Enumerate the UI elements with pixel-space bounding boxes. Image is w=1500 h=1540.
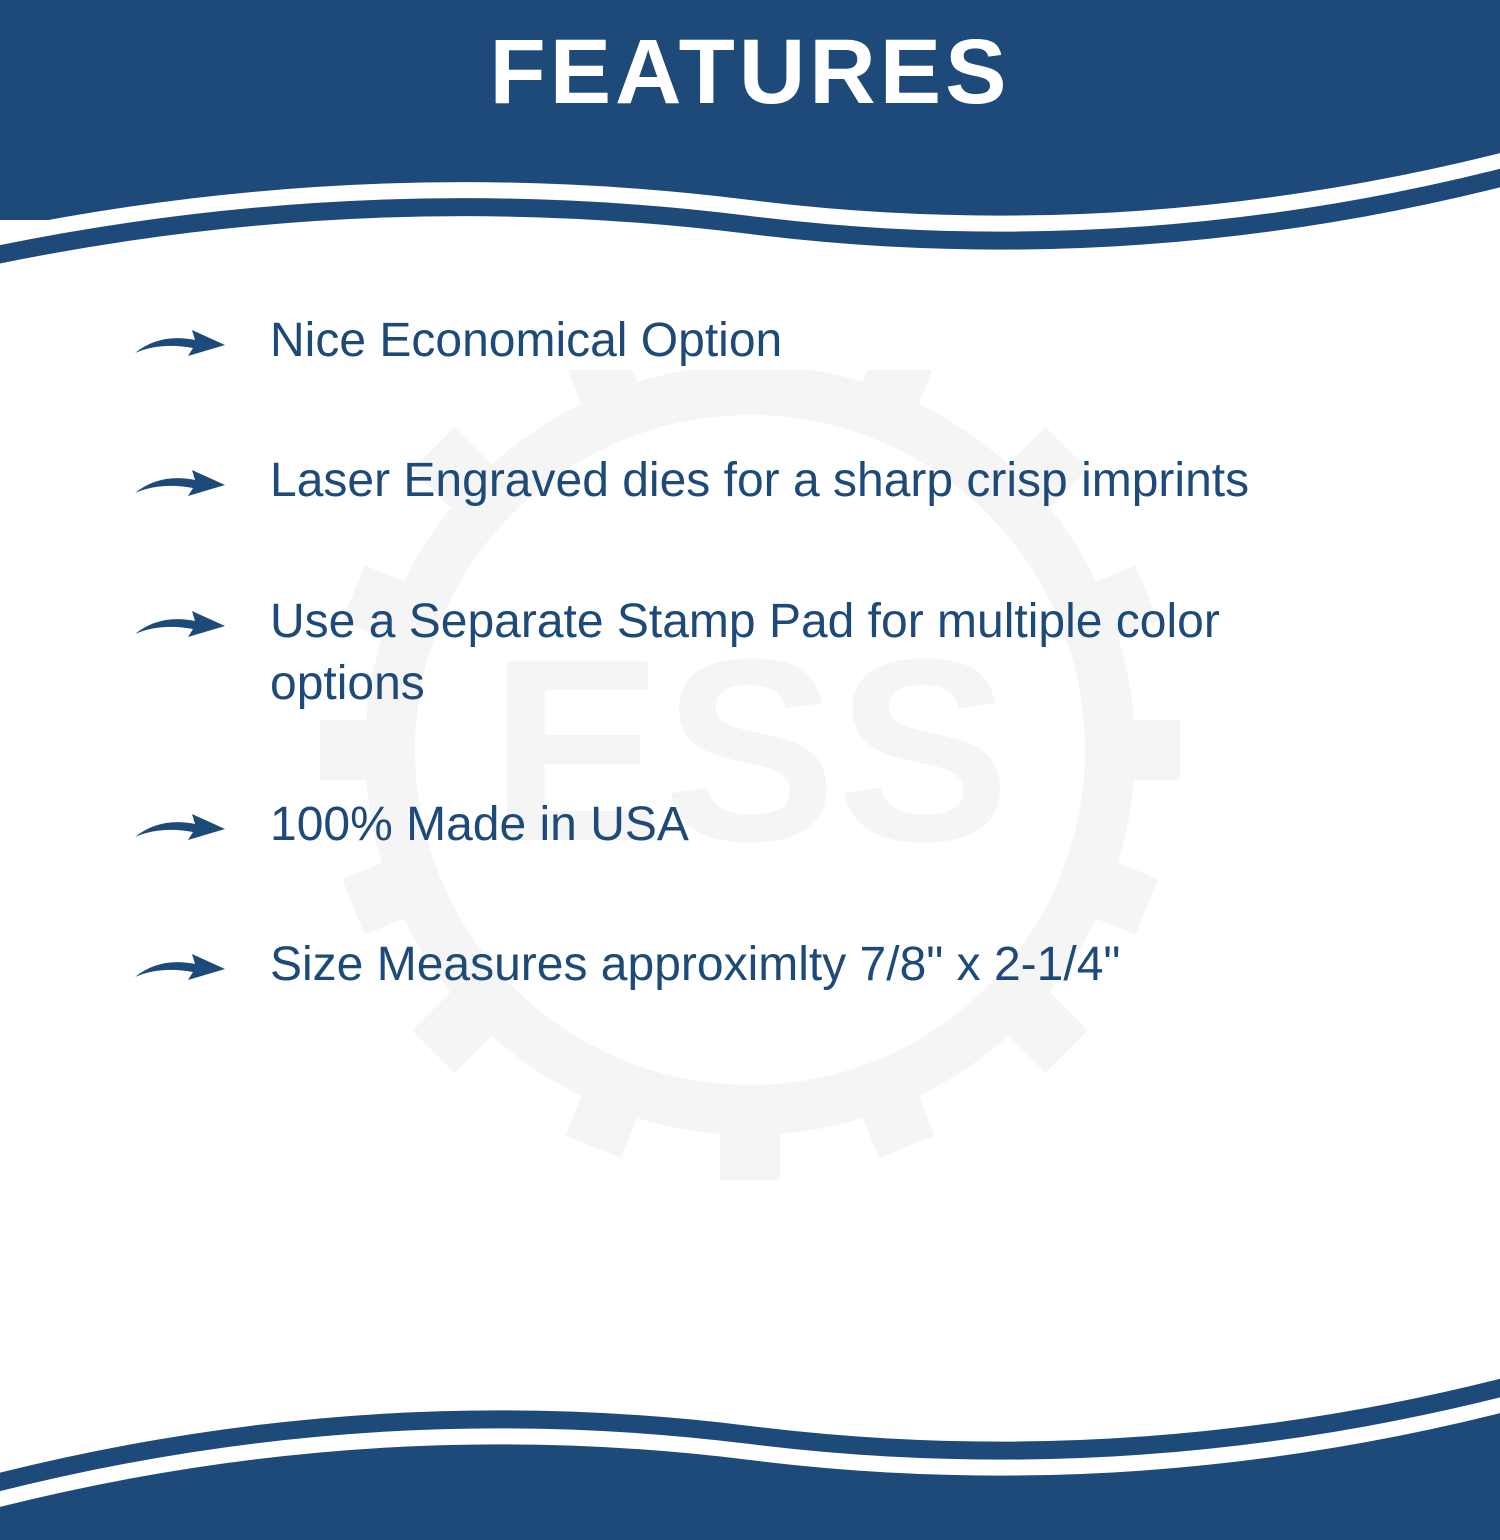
feature-item: Use a Separate Stamp Pad for multiple co… [130,591,1370,716]
arrow-icon [130,942,230,992]
features-list: Nice Economical Option Laser Engraved di… [130,310,1370,1074]
feature-text: Laser Engraved dies for a sharp crisp im… [270,450,1249,512]
feature-item: Laser Engraved dies for a sharp crisp im… [130,450,1370,512]
arrow-icon [130,318,230,368]
page-title: FEATURES [0,20,1500,125]
feature-text: 100% Made in USA [270,794,689,856]
feature-text: Nice Economical Option [270,310,782,372]
feature-item: Size Measures approximlty 7/8" x 2-1/4" [130,934,1370,996]
feature-item: Nice Economical Option [130,310,1370,372]
bottom-swoosh-decoration [0,1290,1500,1540]
arrow-icon [130,802,230,852]
arrow-icon [130,458,230,508]
arrow-icon [130,599,230,649]
feature-item: 100% Made in USA [130,794,1370,856]
feature-text: Size Measures approximlty 7/8" x 2-1/4" [270,934,1120,996]
feature-text: Use a Separate Stamp Pad for multiple co… [270,591,1320,716]
